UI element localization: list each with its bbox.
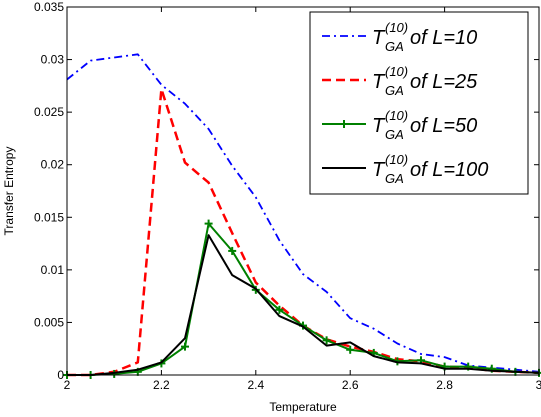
legend-label-sup: (10): [385, 64, 408, 79]
legend-box: [309, 11, 529, 195]
legend-label-rest: of L=100: [410, 159, 488, 181]
data-point: [204, 219, 213, 228]
legend-label-sub: GA: [385, 39, 404, 54]
legend-label-rest: of L=25: [410, 71, 478, 93]
legend-label-main: T: [372, 71, 386, 93]
data-point: [228, 246, 237, 255]
y-tick-label: 0.01: [41, 263, 65, 277]
x-tick-label: 2.8: [436, 378, 453, 392]
ticks-layer: 2 2.2 2.4 2.6 2.8 3 0 0.005 0.01 0.015 0.02 0.025 0.…: [34, 0, 541, 392]
legend-label-sub: GA: [385, 171, 404, 186]
y-tick-label: 0.035: [34, 0, 64, 14]
data-point: [181, 342, 189, 351]
legend-label-sup: (10): [385, 108, 408, 123]
y-tick-label: 0.015: [34, 210, 64, 224]
x-tick-label: 3: [536, 378, 541, 392]
legend-label-sup: (10): [385, 152, 408, 167]
data-point: [322, 336, 331, 345]
y-axis-label: Transfer Entropy: [2, 147, 16, 236]
legend-label-rest: of L=10: [410, 27, 477, 49]
legend-label-main: T: [372, 159, 386, 181]
x-tick-label: 2.4: [247, 378, 264, 392]
series-line: [66, 53, 540, 373]
legend-label-sup: (10): [385, 20, 408, 35]
x-tick-label: 2.2: [153, 378, 170, 392]
data-point: [275, 305, 284, 314]
y-tick-label: 0.005: [34, 315, 64, 329]
series-line: [67, 234, 540, 376]
y-tick-label: 0.025: [34, 105, 64, 119]
legend-entry: T (10) GA of L=100: [322, 152, 488, 186]
series-1: [66, 53, 540, 373]
legend-label-rest: of L=50: [410, 115, 477, 137]
y-tick-label: 0.02: [41, 158, 65, 172]
data-point: [346, 345, 355, 354]
y-tick-label: 0: [57, 368, 64, 382]
y-tick-label: 0.03: [41, 53, 65, 67]
legend-label-main: T: [372, 27, 386, 49]
legend-entry: T (10) GA of L=25: [322, 64, 478, 98]
legend-entry: T (10) GA of L=10: [322, 20, 477, 54]
series-4: [67, 234, 540, 376]
legend-label-sub: GA: [385, 127, 404, 142]
legend-label-sub: GA: [385, 83, 404, 98]
x-axis-label: Temperature: [269, 400, 337, 414]
x-tick-label: 2.6: [342, 378, 359, 392]
legend-label-main: T: [372, 115, 386, 137]
plot-frame: [66, 6, 540, 376]
legend: T (10)GA of L=10T (10)GA of L=25T (10)GA of…: [309, 11, 529, 195]
x-tick-label: 2: [64, 378, 71, 392]
legend-entry: T (10) GA of L=50: [322, 108, 477, 142]
